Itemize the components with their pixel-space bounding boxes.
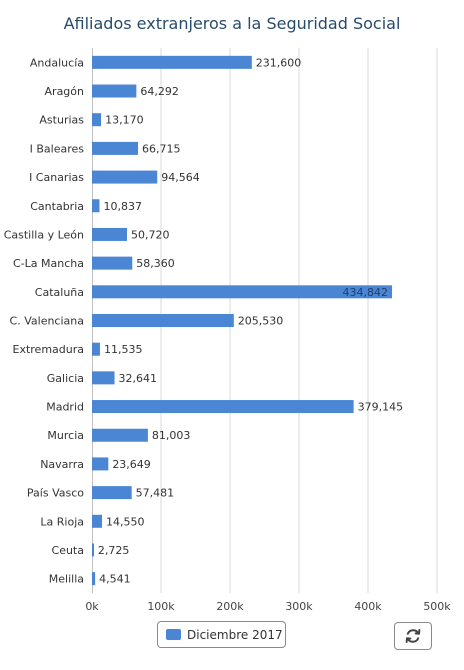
category-label: Asturias — [39, 114, 84, 127]
category-label: Navarra — [40, 458, 84, 471]
x-tick-label: 100k — [147, 600, 175, 613]
bar — [92, 227, 127, 241]
x-tick-label: 200k — [216, 600, 244, 613]
data-label: 66,715 — [142, 142, 181, 155]
category-label: I Baleares — [30, 142, 85, 155]
legend-label: Diciembre 2017 — [187, 627, 283, 642]
bar — [92, 199, 100, 213]
x-tick-label: 500k — [423, 600, 451, 613]
data-label: 10,837 — [103, 200, 142, 213]
chart-title: Afiliados extranjeros a la Seguridad Soc… — [63, 14, 401, 33]
bar — [92, 543, 94, 557]
refresh-button[interactable] — [394, 622, 432, 650]
category-label: C-La Mancha — [13, 257, 84, 270]
bar — [92, 285, 393, 299]
bar — [92, 113, 102, 127]
data-label: 64,292 — [140, 85, 179, 98]
category-label: Melilla — [49, 573, 84, 586]
data-label: 4,541 — [99, 573, 131, 586]
category-label: La Rioja — [40, 515, 84, 528]
bar — [92, 342, 100, 356]
bar — [92, 514, 103, 528]
bar — [92, 457, 109, 471]
bar — [92, 55, 252, 69]
data-label: 81,003 — [152, 429, 191, 442]
data-label: 14,550 — [106, 515, 144, 528]
x-tick-label: 400k — [354, 600, 382, 613]
data-label: 58,360 — [136, 257, 175, 270]
data-label: 231,600 — [256, 56, 302, 69]
bar — [92, 371, 115, 385]
x-tick-label: 0k — [85, 600, 99, 613]
bar — [92, 572, 96, 586]
category-label: Extremadura — [13, 343, 85, 356]
category-label: Andalucía — [30, 56, 84, 69]
refresh-icon — [405, 629, 421, 643]
category-label: País Vasco — [27, 487, 84, 500]
data-label: 94,564 — [161, 171, 200, 184]
category-label: Aragón — [45, 85, 85, 98]
category-label: Castilla y León — [4, 228, 84, 241]
data-label: 50,720 — [131, 228, 170, 241]
bar — [92, 428, 148, 442]
bar — [92, 486, 132, 500]
bar — [92, 170, 158, 184]
data-label: 23,649 — [112, 458, 151, 471]
category-label: Cantabria — [30, 200, 84, 213]
bar — [92, 314, 234, 327]
data-label: 13,170 — [105, 114, 144, 127]
data-label: 11,535 — [104, 343, 143, 356]
category-label: C. Valenciana — [10, 315, 84, 328]
legend-swatch — [166, 629, 181, 640]
category-label: Galicia — [47, 372, 84, 385]
bar — [92, 400, 354, 414]
data-label: 205,530 — [238, 315, 284, 328]
data-label: 379,145 — [358, 401, 404, 414]
data-label: 2,725 — [98, 544, 130, 557]
bar — [92, 141, 139, 155]
category-label: Ceuta — [52, 544, 84, 557]
legend-item-diciembre-2017[interactable]: Diciembre 2017 — [157, 621, 286, 648]
bar — [92, 256, 133, 270]
data-label: 32,641 — [119, 372, 158, 385]
category-label: Cataluña — [35, 286, 84, 299]
category-label: Murcia — [47, 429, 84, 442]
category-label: I Canarias — [29, 171, 84, 184]
data-label: 434,842 — [343, 286, 389, 299]
data-label: 57,481 — [136, 487, 175, 500]
x-tick-label: 300k — [285, 600, 313, 613]
category-label: Madrid — [46, 401, 84, 414]
bar — [92, 84, 137, 98]
